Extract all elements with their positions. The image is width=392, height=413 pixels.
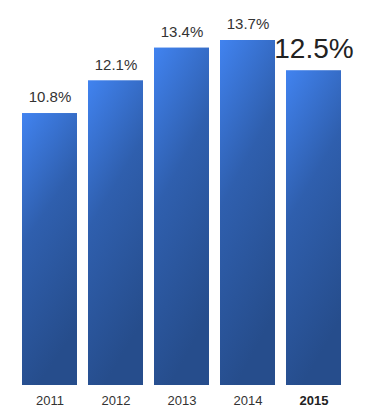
svg-text:13.4%: 13.4%: [161, 23, 204, 40]
svg-text:2011: 2011: [36, 393, 64, 408]
svg-text:2014: 2014: [234, 393, 263, 408]
svg-text:2012: 2012: [102, 393, 131, 408]
svg-text:12.5%: 12.5%: [274, 33, 353, 64]
svg-text:10.8%: 10.8%: [29, 88, 72, 105]
svg-text:2013: 2013: [168, 393, 197, 408]
svg-text:2015: 2015: [300, 393, 329, 408]
svg-text:13.7%: 13.7%: [227, 15, 270, 32]
svg-text:12.1%: 12.1%: [95, 56, 138, 73]
